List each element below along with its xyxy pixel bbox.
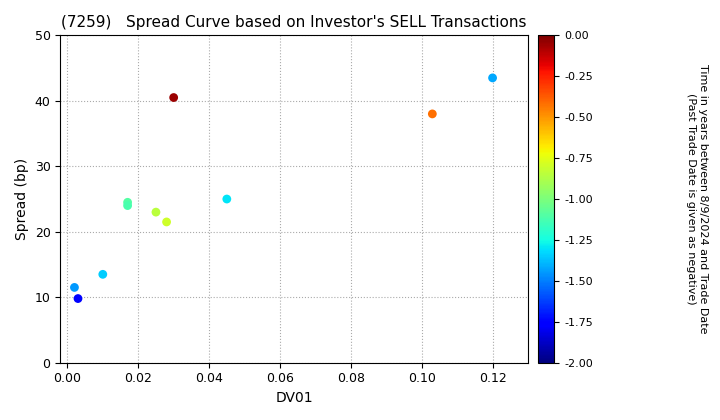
Point xyxy=(97,271,109,278)
Point xyxy=(122,199,133,206)
Point xyxy=(122,202,133,209)
Y-axis label: Time in years between 8/9/2024 and Trade Date
(Past Trade Date is given as negat: Time in years between 8/9/2024 and Trade… xyxy=(686,64,708,334)
Point xyxy=(68,284,80,291)
Point xyxy=(150,209,162,215)
Point xyxy=(426,110,438,117)
Title: (7259)   Spread Curve based on Investor's SELL Transactions: (7259) Spread Curve based on Investor's … xyxy=(61,15,527,30)
Point xyxy=(161,218,172,225)
X-axis label: DV01: DV01 xyxy=(275,391,313,405)
Point xyxy=(487,74,498,81)
Y-axis label: Spread (bp): Spread (bp) xyxy=(15,158,29,240)
Point xyxy=(168,94,179,101)
Point xyxy=(72,295,84,302)
Point xyxy=(221,196,233,202)
